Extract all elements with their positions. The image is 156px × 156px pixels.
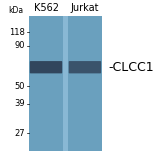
Text: 27: 27	[15, 129, 25, 138]
Text: 118: 118	[9, 28, 25, 37]
Text: Jurkat: Jurkat	[71, 3, 99, 13]
FancyBboxPatch shape	[69, 61, 101, 73]
Text: K562: K562	[34, 3, 58, 13]
Text: 50: 50	[15, 82, 25, 91]
Text: 39: 39	[15, 99, 25, 108]
Text: -CLCC1: -CLCC1	[108, 61, 154, 74]
Bar	[68, 16, 102, 151]
Text: 90: 90	[15, 41, 25, 50]
Bar	[29, 16, 63, 151]
FancyBboxPatch shape	[30, 61, 62, 73]
Text: kDa: kDa	[9, 5, 24, 15]
Bar	[29, 16, 102, 151]
